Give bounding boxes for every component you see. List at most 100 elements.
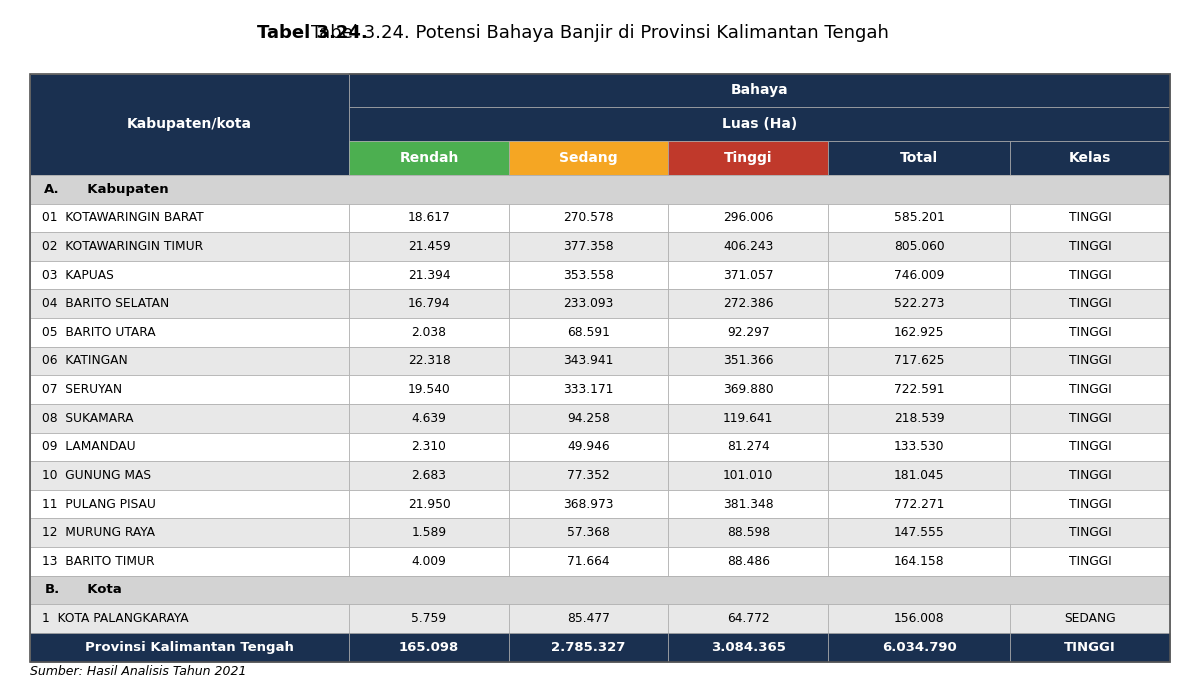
Text: SEDANG: SEDANG bbox=[1064, 612, 1116, 625]
Bar bbox=[349, 433, 509, 461]
Text: 722.591: 722.591 bbox=[894, 383, 944, 396]
Bar bbox=[509, 261, 668, 289]
Text: Sedang: Sedang bbox=[559, 151, 618, 165]
Bar bbox=[509, 141, 668, 175]
Text: TINGGI: TINGGI bbox=[1069, 498, 1111, 510]
Text: 522.273: 522.273 bbox=[894, 298, 944, 310]
Bar bbox=[349, 107, 1170, 141]
Bar bbox=[1010, 633, 1170, 662]
Bar bbox=[1010, 461, 1170, 490]
Text: 08  SUKAMARA: 08 SUKAMARA bbox=[42, 412, 133, 425]
Text: 85.477: 85.477 bbox=[568, 612, 610, 625]
Text: 351.366: 351.366 bbox=[722, 354, 774, 368]
Bar bbox=[668, 261, 828, 289]
Bar bbox=[1010, 547, 1170, 575]
Bar bbox=[30, 232, 349, 261]
Bar bbox=[828, 404, 1010, 433]
Bar bbox=[828, 204, 1010, 232]
Text: 18.617: 18.617 bbox=[408, 211, 450, 225]
Bar bbox=[30, 261, 349, 289]
Text: Sumber: Hasil Analisis Tahun 2021: Sumber: Hasil Analisis Tahun 2021 bbox=[30, 664, 246, 678]
Text: 49.946: 49.946 bbox=[568, 440, 610, 454]
Bar bbox=[1010, 433, 1170, 461]
Text: 381.348: 381.348 bbox=[722, 498, 774, 510]
Text: Kabupaten/kota: Kabupaten/kota bbox=[127, 117, 252, 131]
Text: Tabel 3.24.: Tabel 3.24. bbox=[257, 25, 368, 43]
Text: 1  KOTA PALANGKARAYA: 1 KOTA PALANGKARAYA bbox=[42, 612, 188, 625]
Bar bbox=[1010, 232, 1170, 261]
Text: 77.352: 77.352 bbox=[568, 469, 610, 482]
Text: 270.578: 270.578 bbox=[563, 211, 614, 225]
Bar bbox=[509, 232, 668, 261]
Bar bbox=[349, 604, 509, 633]
Bar bbox=[30, 461, 349, 490]
Bar bbox=[828, 604, 1010, 633]
Text: 03  KAPUAS: 03 KAPUAS bbox=[42, 269, 114, 281]
Text: 272.386: 272.386 bbox=[722, 298, 774, 310]
Bar bbox=[509, 204, 668, 232]
Text: 94.258: 94.258 bbox=[568, 412, 610, 425]
Bar bbox=[30, 547, 349, 575]
Bar bbox=[349, 232, 509, 261]
Bar bbox=[509, 433, 668, 461]
Text: 181.045: 181.045 bbox=[894, 469, 944, 482]
Bar bbox=[668, 461, 828, 490]
Bar bbox=[1010, 318, 1170, 346]
Text: 133.530: 133.530 bbox=[894, 440, 944, 454]
Text: TINGGI: TINGGI bbox=[1069, 526, 1111, 539]
Bar bbox=[30, 404, 349, 433]
Text: 2.683: 2.683 bbox=[412, 469, 446, 482]
Text: 218.539: 218.539 bbox=[894, 412, 944, 425]
Bar bbox=[349, 404, 509, 433]
Text: 147.555: 147.555 bbox=[894, 526, 944, 539]
Bar bbox=[828, 633, 1010, 662]
Text: 09  LAMANDAU: 09 LAMANDAU bbox=[42, 440, 136, 454]
Bar bbox=[349, 633, 509, 662]
Text: 805.060: 805.060 bbox=[894, 240, 944, 253]
Bar bbox=[509, 289, 668, 318]
Text: TINGGI: TINGGI bbox=[1069, 240, 1111, 253]
Text: 1.589: 1.589 bbox=[412, 526, 446, 539]
Bar bbox=[349, 261, 509, 289]
Bar bbox=[1010, 204, 1170, 232]
Text: 01  KOTAWARINGIN BARAT: 01 KOTAWARINGIN BARAT bbox=[42, 211, 204, 225]
Bar bbox=[30, 74, 349, 175]
Text: 772.271: 772.271 bbox=[894, 498, 944, 510]
Text: 2.038: 2.038 bbox=[412, 326, 446, 339]
Text: B.: B. bbox=[44, 583, 60, 596]
Text: TINGGI: TINGGI bbox=[1069, 440, 1111, 454]
Text: 4.009: 4.009 bbox=[412, 555, 446, 568]
Text: Total: Total bbox=[900, 151, 938, 165]
Bar bbox=[509, 490, 668, 519]
Bar bbox=[509, 461, 668, 490]
Text: 22.318: 22.318 bbox=[408, 354, 450, 368]
Bar bbox=[1010, 490, 1170, 519]
Bar bbox=[349, 461, 509, 490]
Bar bbox=[30, 318, 349, 346]
Text: 16.794: 16.794 bbox=[408, 298, 450, 310]
Bar bbox=[828, 490, 1010, 519]
Text: 6.034.790: 6.034.790 bbox=[882, 640, 956, 654]
Bar bbox=[509, 318, 668, 346]
Text: TINGGI: TINGGI bbox=[1064, 640, 1116, 654]
Text: 156.008: 156.008 bbox=[894, 612, 944, 625]
Text: 4.639: 4.639 bbox=[412, 412, 446, 425]
Text: 07  SERUYAN: 07 SERUYAN bbox=[42, 383, 122, 396]
Text: 119.641: 119.641 bbox=[724, 412, 773, 425]
Text: 165.098: 165.098 bbox=[398, 640, 460, 654]
Bar bbox=[509, 404, 668, 433]
Bar bbox=[349, 204, 509, 232]
Bar bbox=[30, 289, 349, 318]
Bar bbox=[30, 74, 1170, 662]
Bar bbox=[30, 604, 349, 633]
Text: 368.973: 368.973 bbox=[563, 498, 614, 510]
Text: 369.880: 369.880 bbox=[722, 383, 774, 396]
Bar bbox=[509, 604, 668, 633]
Text: 746.009: 746.009 bbox=[894, 269, 944, 281]
Bar bbox=[349, 375, 509, 404]
Text: 2.785.327: 2.785.327 bbox=[552, 640, 625, 654]
Bar bbox=[828, 261, 1010, 289]
Text: 92.297: 92.297 bbox=[727, 326, 769, 339]
Text: 353.558: 353.558 bbox=[563, 269, 614, 281]
Bar bbox=[30, 375, 349, 404]
